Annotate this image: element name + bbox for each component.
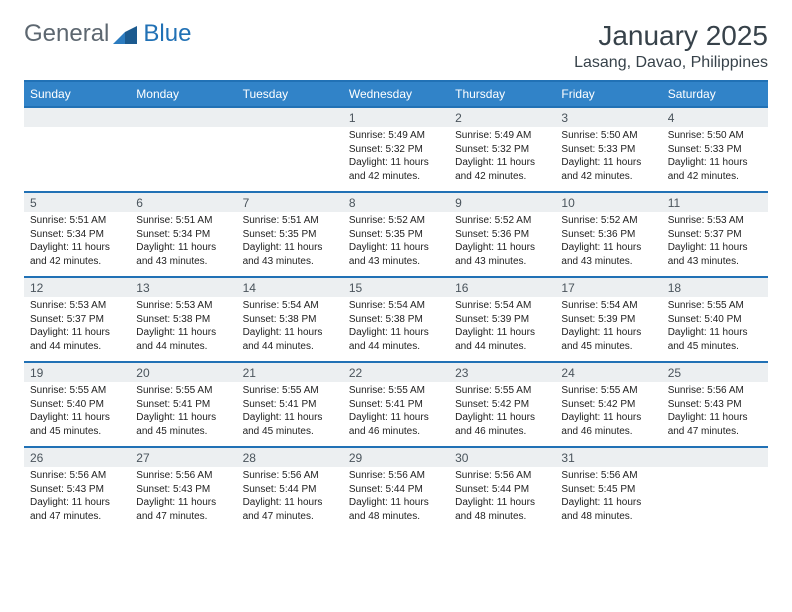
week-number-row: 567891011 bbox=[24, 192, 768, 212]
day-cell: Sunrise: 5:56 AMSunset: 5:45 PMDaylight:… bbox=[555, 467, 661, 531]
page: General Blue January 2025 Lasang, Davao,… bbox=[0, 0, 792, 551]
day-number: 1 bbox=[343, 107, 449, 127]
week-content-row: Sunrise: 5:49 AMSunset: 5:32 PMDaylight:… bbox=[24, 127, 768, 192]
day-number: 17 bbox=[555, 277, 661, 297]
day-number: 16 bbox=[449, 277, 555, 297]
day-cell: Sunrise: 5:51 AMSunset: 5:35 PMDaylight:… bbox=[237, 212, 343, 277]
day-cell: Sunrise: 5:55 AMSunset: 5:41 PMDaylight:… bbox=[343, 382, 449, 447]
day-cell: Sunrise: 5:55 AMSunset: 5:41 PMDaylight:… bbox=[130, 382, 236, 447]
logo-text-blue: Blue bbox=[143, 20, 191, 48]
day-number bbox=[130, 107, 236, 127]
day-number: 20 bbox=[130, 362, 236, 382]
day-cell bbox=[130, 127, 236, 192]
day-number: 18 bbox=[662, 277, 768, 297]
day-number bbox=[24, 107, 130, 127]
day-cell: Sunrise: 5:49 AMSunset: 5:32 PMDaylight:… bbox=[343, 127, 449, 192]
day-cell bbox=[237, 127, 343, 192]
day-cell: Sunrise: 5:51 AMSunset: 5:34 PMDaylight:… bbox=[130, 212, 236, 277]
week-content-row: Sunrise: 5:51 AMSunset: 5:34 PMDaylight:… bbox=[24, 212, 768, 277]
day-header-monday: Monday bbox=[130, 81, 236, 107]
day-cell: Sunrise: 5:55 AMSunset: 5:40 PMDaylight:… bbox=[24, 382, 130, 447]
day-number: 27 bbox=[130, 447, 236, 467]
day-header-row: Sunday Monday Tuesday Wednesday Thursday… bbox=[24, 81, 768, 107]
day-number: 28 bbox=[237, 447, 343, 467]
day-number: 21 bbox=[237, 362, 343, 382]
day-cell: Sunrise: 5:56 AMSunset: 5:44 PMDaylight:… bbox=[343, 467, 449, 531]
day-number: 9 bbox=[449, 192, 555, 212]
location: Lasang, Davao, Philippines bbox=[574, 54, 768, 72]
day-number bbox=[237, 107, 343, 127]
day-cell: Sunrise: 5:55 AMSunset: 5:42 PMDaylight:… bbox=[555, 382, 661, 447]
week-number-row: 1234 bbox=[24, 107, 768, 127]
day-header-tuesday: Tuesday bbox=[237, 81, 343, 107]
day-cell: Sunrise: 5:54 AMSunset: 5:39 PMDaylight:… bbox=[449, 297, 555, 362]
day-header-wednesday: Wednesday bbox=[343, 81, 449, 107]
week-number-row: 12131415161718 bbox=[24, 277, 768, 297]
day-cell: Sunrise: 5:56 AMSunset: 5:43 PMDaylight:… bbox=[24, 467, 130, 531]
day-cell bbox=[662, 467, 768, 531]
day-cell: Sunrise: 5:53 AMSunset: 5:38 PMDaylight:… bbox=[130, 297, 236, 362]
day-cell: Sunrise: 5:55 AMSunset: 5:40 PMDaylight:… bbox=[662, 297, 768, 362]
day-cell: Sunrise: 5:54 AMSunset: 5:38 PMDaylight:… bbox=[237, 297, 343, 362]
day-number: 5 bbox=[24, 192, 130, 212]
day-number: 30 bbox=[449, 447, 555, 467]
day-number: 2 bbox=[449, 107, 555, 127]
day-cell: Sunrise: 5:54 AMSunset: 5:39 PMDaylight:… bbox=[555, 297, 661, 362]
day-number: 24 bbox=[555, 362, 661, 382]
day-cell: Sunrise: 5:52 AMSunset: 5:36 PMDaylight:… bbox=[555, 212, 661, 277]
day-cell: Sunrise: 5:56 AMSunset: 5:44 PMDaylight:… bbox=[237, 467, 343, 531]
day-cell: Sunrise: 5:56 AMSunset: 5:44 PMDaylight:… bbox=[449, 467, 555, 531]
day-cell: Sunrise: 5:52 AMSunset: 5:35 PMDaylight:… bbox=[343, 212, 449, 277]
logo: General Blue bbox=[24, 20, 191, 48]
day-number: 26 bbox=[24, 447, 130, 467]
day-number: 7 bbox=[237, 192, 343, 212]
week-number-row: 262728293031 bbox=[24, 447, 768, 467]
day-header-thursday: Thursday bbox=[449, 81, 555, 107]
day-cell: Sunrise: 5:55 AMSunset: 5:42 PMDaylight:… bbox=[449, 382, 555, 447]
calendar-body: 1234 Sunrise: 5:49 AMSunset: 5:32 PMDayl… bbox=[24, 107, 768, 531]
week-content-row: Sunrise: 5:56 AMSunset: 5:43 PMDaylight:… bbox=[24, 467, 768, 531]
month-title: January 2025 bbox=[574, 20, 768, 52]
day-number: 15 bbox=[343, 277, 449, 297]
day-number: 10 bbox=[555, 192, 661, 212]
day-cell: Sunrise: 5:56 AMSunset: 5:43 PMDaylight:… bbox=[130, 467, 236, 531]
day-number: 29 bbox=[343, 447, 449, 467]
day-number: 23 bbox=[449, 362, 555, 382]
header: General Blue January 2025 Lasang, Davao,… bbox=[24, 20, 768, 72]
logo-text-general: General bbox=[24, 20, 109, 48]
day-number: 4 bbox=[662, 107, 768, 127]
day-header-sunday: Sunday bbox=[24, 81, 130, 107]
day-header-saturday: Saturday bbox=[662, 81, 768, 107]
day-number: 12 bbox=[24, 277, 130, 297]
day-cell: Sunrise: 5:54 AMSunset: 5:38 PMDaylight:… bbox=[343, 297, 449, 362]
logo-icon bbox=[113, 25, 141, 45]
title-block: January 2025 Lasang, Davao, Philippines bbox=[574, 20, 768, 72]
day-header-friday: Friday bbox=[555, 81, 661, 107]
day-number: 8 bbox=[343, 192, 449, 212]
day-number: 31 bbox=[555, 447, 661, 467]
day-number: 19 bbox=[24, 362, 130, 382]
day-cell: Sunrise: 5:53 AMSunset: 5:37 PMDaylight:… bbox=[24, 297, 130, 362]
day-cell: Sunrise: 5:55 AMSunset: 5:41 PMDaylight:… bbox=[237, 382, 343, 447]
day-number: 22 bbox=[343, 362, 449, 382]
day-cell: Sunrise: 5:51 AMSunset: 5:34 PMDaylight:… bbox=[24, 212, 130, 277]
day-number: 25 bbox=[662, 362, 768, 382]
week-content-row: Sunrise: 5:53 AMSunset: 5:37 PMDaylight:… bbox=[24, 297, 768, 362]
day-number: 14 bbox=[237, 277, 343, 297]
day-cell: Sunrise: 5:53 AMSunset: 5:37 PMDaylight:… bbox=[662, 212, 768, 277]
day-number: 3 bbox=[555, 107, 661, 127]
calendar-table: Sunday Monday Tuesday Wednesday Thursday… bbox=[24, 80, 768, 531]
day-number: 13 bbox=[130, 277, 236, 297]
day-number bbox=[662, 447, 768, 467]
day-cell: Sunrise: 5:50 AMSunset: 5:33 PMDaylight:… bbox=[555, 127, 661, 192]
day-number: 6 bbox=[130, 192, 236, 212]
week-number-row: 19202122232425 bbox=[24, 362, 768, 382]
week-content-row: Sunrise: 5:55 AMSunset: 5:40 PMDaylight:… bbox=[24, 382, 768, 447]
day-cell: Sunrise: 5:52 AMSunset: 5:36 PMDaylight:… bbox=[449, 212, 555, 277]
day-cell: Sunrise: 5:56 AMSunset: 5:43 PMDaylight:… bbox=[662, 382, 768, 447]
day-cell: Sunrise: 5:49 AMSunset: 5:32 PMDaylight:… bbox=[449, 127, 555, 192]
day-cell: Sunrise: 5:50 AMSunset: 5:33 PMDaylight:… bbox=[662, 127, 768, 192]
day-cell bbox=[24, 127, 130, 192]
day-number: 11 bbox=[662, 192, 768, 212]
